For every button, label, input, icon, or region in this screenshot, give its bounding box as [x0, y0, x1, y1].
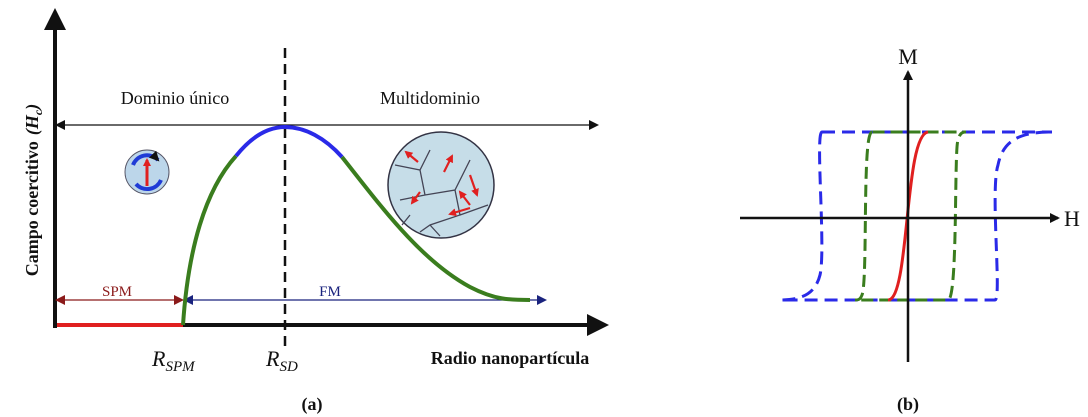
caption: (b): [897, 394, 919, 415]
r-spm-label: RSPM: [151, 346, 196, 375]
m-label: M: [898, 44, 918, 69]
x-axis-title: Radio nanopartícula: [431, 348, 590, 368]
figure: Campo coercitivo(Hc) Dominio único Multi…: [0, 0, 1088, 417]
spm-label: SPM: [102, 284, 132, 300]
region-label: Dominio único: [121, 88, 230, 108]
region-label: Multidominio: [380, 88, 480, 108]
fm-label: FM: [319, 284, 341, 300]
hysteresis-loop-medium: [855, 132, 966, 300]
h-label: H: [1064, 206, 1080, 231]
r-sd-label: RSD: [265, 346, 298, 375]
multi-domain-icon: [388, 132, 494, 238]
caption: (a): [302, 394, 323, 415]
curve-peak: [236, 127, 342, 157]
panel-b: M H (b): [740, 44, 1080, 415]
y-axis-title: Campo coercitivo(Hc): [22, 104, 45, 276]
panel-a: Campo coercitivo(Hc) Dominio único Multi…: [22, 12, 605, 415]
single-domain-icon: [125, 150, 169, 194]
